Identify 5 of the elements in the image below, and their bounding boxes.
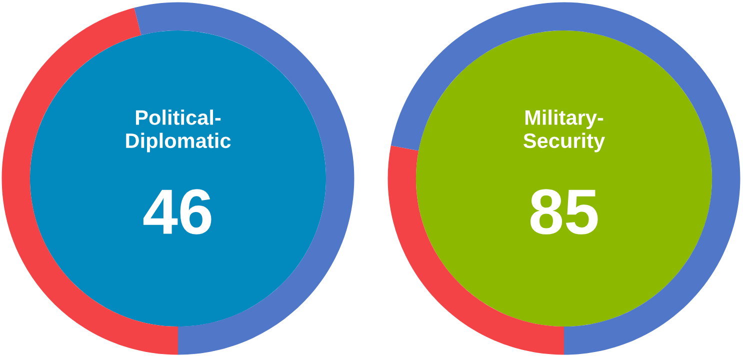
text: Military- Security [523,110,605,152]
text: 46 [143,189,212,234]
donut-slice [390,2,740,355]
text: Political- Diplomatic [126,110,231,152]
text: 85 [530,189,598,234]
